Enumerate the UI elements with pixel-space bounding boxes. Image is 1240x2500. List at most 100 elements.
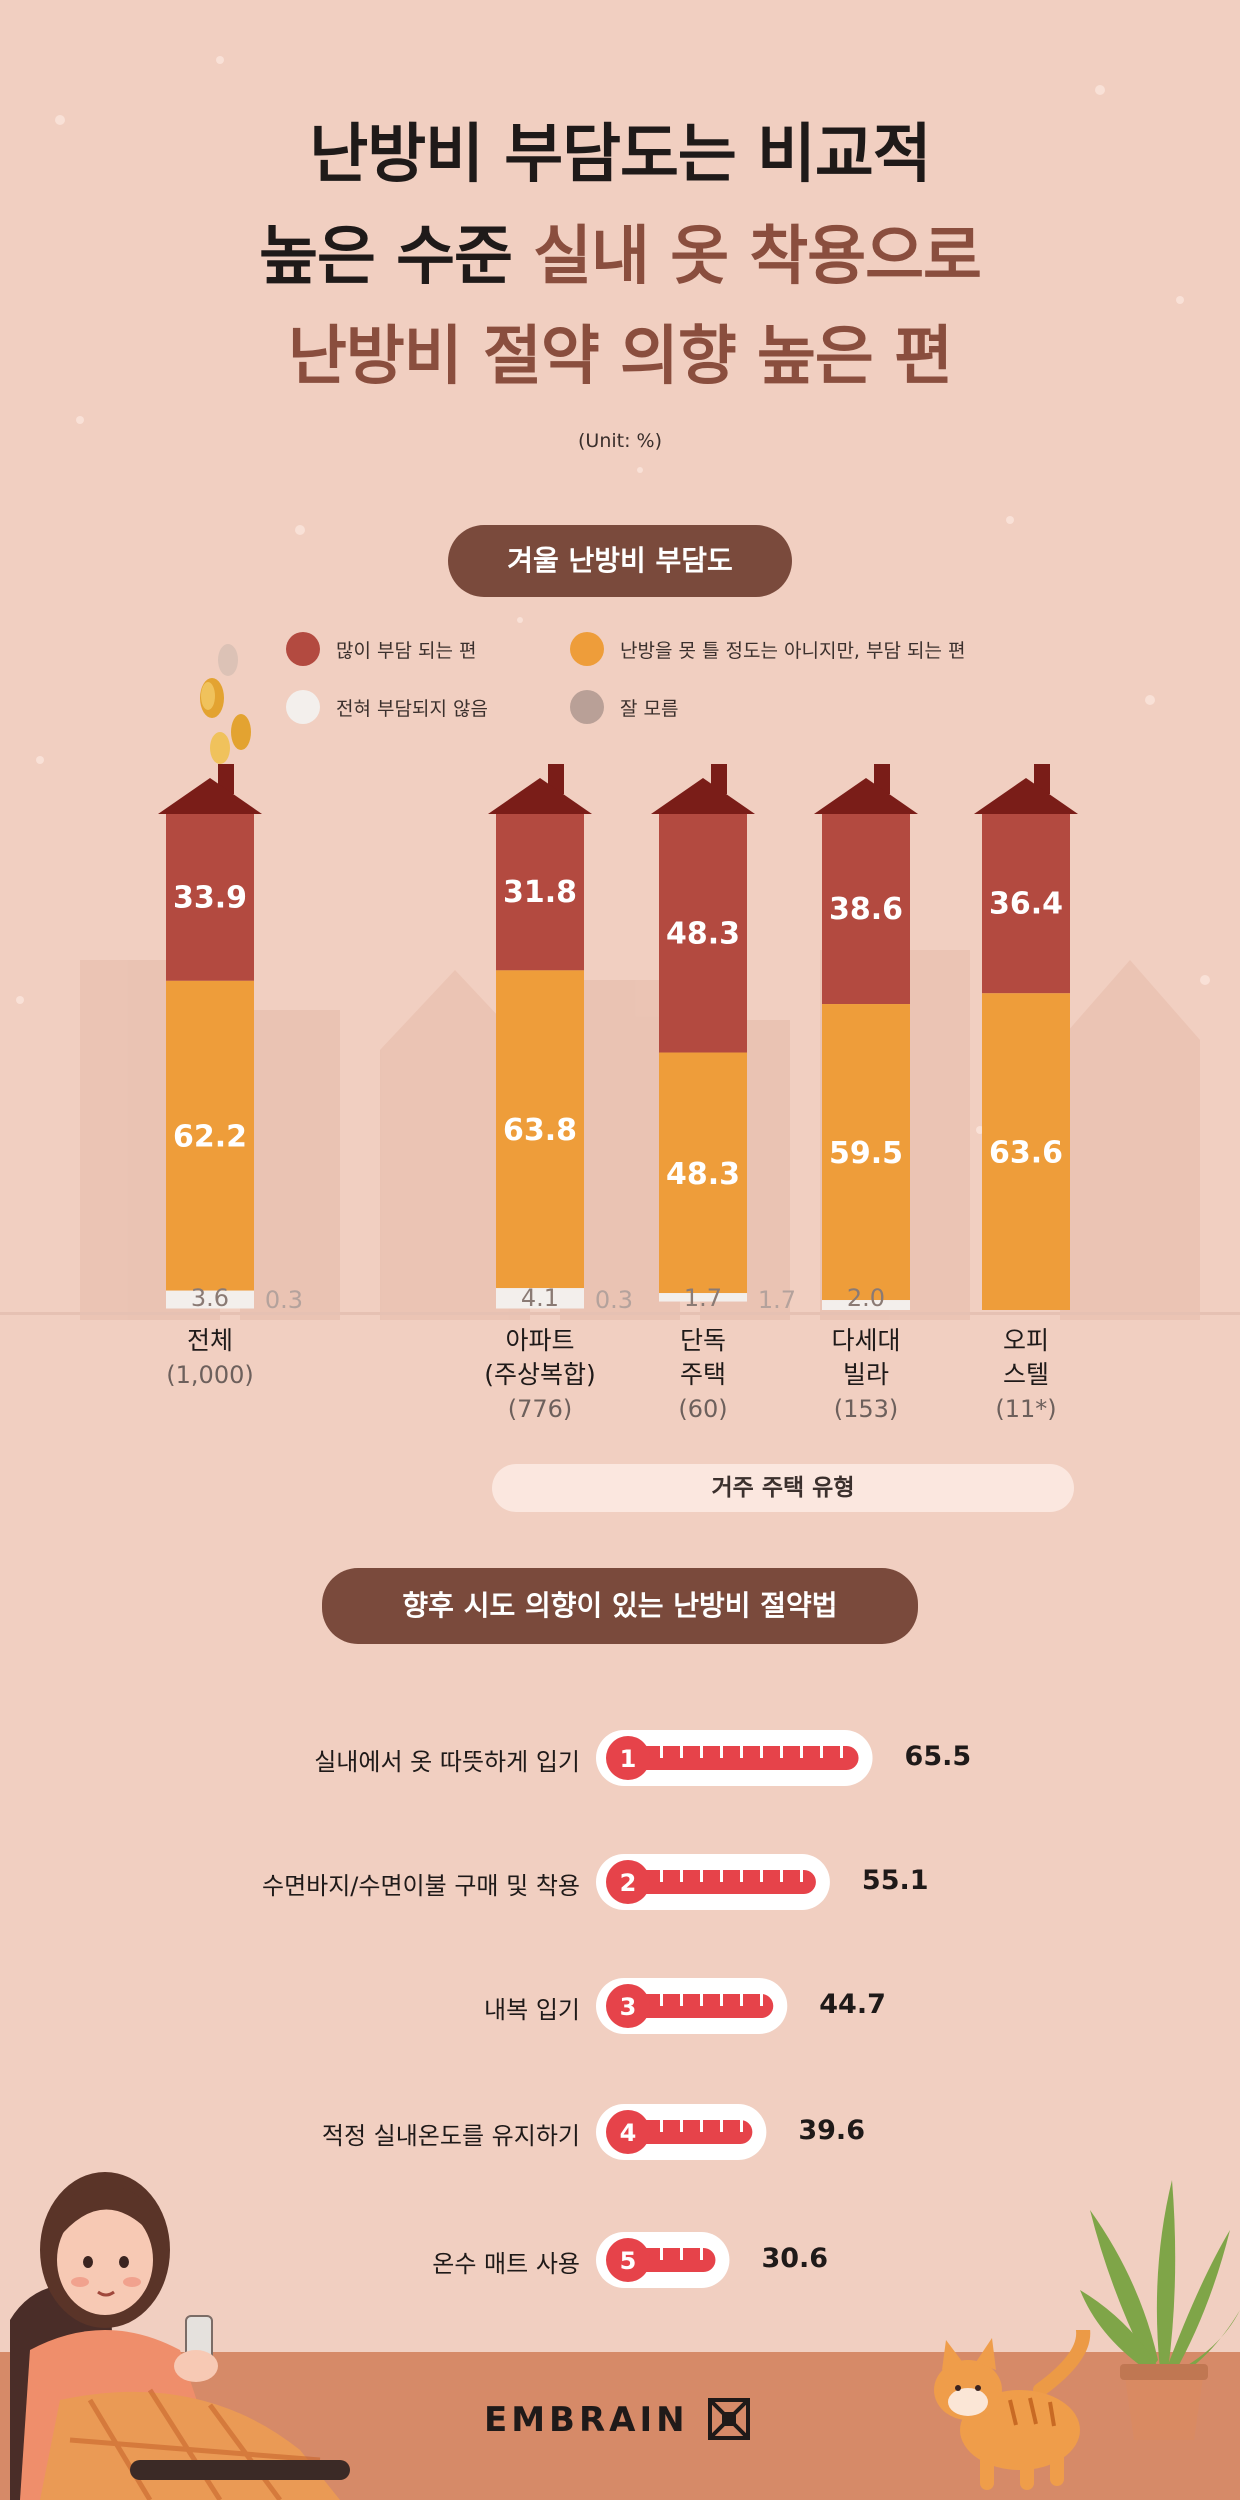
thermometer-tick <box>740 1746 743 1758</box>
thermometer-2: 2 <box>596 1854 830 1910</box>
bar-segment-somewhat-burdened <box>822 1004 910 1301</box>
thermometer-bulb <box>606 1736 650 1780</box>
title-line-1: 난방비 부담도는 비교적 <box>309 118 931 192</box>
category-name-line: 단독 <box>679 1326 726 1355</box>
legend-swatch-dont-know <box>570 690 604 724</box>
thermometer-fill <box>630 2248 716 2272</box>
ranking-label-4: 적정 실내온도를 유지하기 <box>321 2122 580 2150</box>
bar-value-label: 63.6 <box>989 1136 1063 1171</box>
house-roof <box>814 778 918 814</box>
stacked-bar-4 <box>974 764 1078 1310</box>
bar-value-label: 38.6 <box>829 892 903 927</box>
bar-value-label: 62.2 <box>173 1120 247 1155</box>
thermometer-tick <box>680 2120 683 2132</box>
thermometer-bulb <box>606 1860 650 1904</box>
plant-illustration <box>1080 2180 1240 2440</box>
thermometer-bulb <box>606 2110 650 2154</box>
bar-value-label: 48.3 <box>666 916 740 951</box>
legend-not-burdened: 전혀 부담되지 않음 <box>286 690 488 724</box>
bar-segment-not-burdened <box>659 1293 747 1302</box>
legend-label-somewhat-burdened: 난방을 못 틀 정도는 아니지만, 부담 되는 편 <box>620 639 966 662</box>
rank-number: 1 <box>620 1745 637 1773</box>
legend-very-burdened: 많이 부담 되는 편 <box>286 632 476 666</box>
thermometer-tick <box>660 1994 663 2006</box>
thermometer-tick <box>740 1870 743 1882</box>
thermometer-tick <box>740 2120 743 2132</box>
category-name-line: 아파트 <box>505 1326 575 1355</box>
rank-number: 2 <box>620 1869 637 1897</box>
stacked-bar-1 <box>488 764 592 1309</box>
thermometer-tick <box>820 1746 823 1758</box>
logo-mark-icon <box>708 2398 750 2440</box>
thermometer-bulb <box>606 1984 650 2028</box>
embrain-logo: EMBRAIN <box>484 2400 689 2440</box>
bar-segment-somewhat-burdened <box>659 1052 747 1294</box>
thermometer-1: 1 <box>596 1730 873 1786</box>
section1-title: 겨울 난방비 부담도 <box>448 525 792 597</box>
bar-value-label: 36.4 <box>989 887 1063 922</box>
thermometer-tick <box>700 2248 703 2260</box>
ranking-label-2: 수면바지/수면이불 구매 및 착용 <box>261 1872 580 1900</box>
bar-value-label: 48.3 <box>666 1157 740 1192</box>
category-name-line: 주택 <box>679 1360 726 1389</box>
cat-illustration <box>934 2330 1091 2490</box>
legend-somewhat-burdened: 난방을 못 틀 정도는 아니지만, 부담 되는 편 <box>570 632 965 666</box>
thermometer-tick <box>680 2248 683 2260</box>
thermometer-tick <box>760 1746 763 1758</box>
legend-label-dont-know: 잘 모름 <box>620 697 679 720</box>
thermometer-tick <box>760 1994 763 2006</box>
ground-line <box>0 1312 1240 1315</box>
ranking-label-1: 실내에서 옷 따뜻하게 입기 <box>314 1748 580 1776</box>
category-label-2: 단독 주택 (60) <box>613 1324 793 1426</box>
woman-illustration <box>10 2172 350 2500</box>
thermometer-tick <box>700 1994 703 2006</box>
house-roof <box>158 778 262 814</box>
house-roof <box>488 778 592 814</box>
ranking-value-2: 55.1 <box>861 1865 929 1896</box>
bar-value-label: 63.8 <box>503 1113 577 1148</box>
thermometer-tick <box>800 1746 803 1758</box>
category-label-1: 아파트 (주상복합) (776) <box>450 1324 630 1426</box>
thermometer-tick <box>680 1870 683 1882</box>
thermometer-tick <box>720 1870 723 1882</box>
bar-segment-somewhat-burdened <box>166 980 254 1291</box>
legend-label-very-burdened: 많이 부담 되는 편 <box>336 639 477 662</box>
legend-swatch-not-burdened <box>286 690 320 724</box>
category-label-3: 다세대 빌라 (153) <box>776 1324 956 1426</box>
thermometer-tick <box>760 1870 763 1882</box>
bar-value-label: 2.0 <box>847 1284 885 1312</box>
ranking-value-5: 30.6 <box>761 2243 829 2274</box>
category-name-line: 오피 <box>1002 1326 1049 1355</box>
bar-segment-very-burdened <box>659 812 747 1053</box>
title-line-2-a: 높은 수준 <box>259 220 534 294</box>
bar-value-label: 33.9 <box>173 880 247 915</box>
category-name-line: 다세대 <box>831 1326 901 1355</box>
bar-segment-somewhat-burdened <box>496 970 584 1289</box>
title-line-2: 높은 수준 실내 옷 착용으로 <box>0 212 1240 302</box>
thermometer-tick <box>720 1746 723 1758</box>
category-sample-size: (1,000) <box>166 1361 254 1389</box>
unit-note: (Unit: %) <box>578 430 662 452</box>
bar-segment-not-burdened <box>496 1288 584 1309</box>
rank-number: 4 <box>620 2119 637 2147</box>
bar-segment-very-burdened <box>166 812 254 981</box>
title-line-2-b: 실내 옷 착용으로 <box>533 220 982 294</box>
title-line-3: 난방비 절약 의향 높은 편 <box>288 320 953 394</box>
legend-dont-know: 잘 모름 <box>570 690 678 724</box>
thermometer-tick <box>720 2120 723 2132</box>
thermometer-tick <box>660 2120 663 2132</box>
category-label-0: 전체 (1,000) <box>120 1324 300 1392</box>
house-roof <box>651 778 755 814</box>
section2-title: 향후 시도 의향이 있는 난방비 절약법 <box>322 1568 918 1644</box>
bar-value-label-dont-know: 1.7 <box>758 1286 796 1314</box>
bar-value-label: 1.7 <box>684 1284 722 1312</box>
bar-value-label-dont-know: 0.3 <box>265 1286 303 1314</box>
category-name-line: 전체 <box>186 1326 233 1355</box>
ranking-label-3: 내복 입기 <box>484 1996 580 2024</box>
thermometer-tick <box>660 1746 663 1758</box>
category-sample-size: (153) <box>833 1395 899 1423</box>
rank-number: 5 <box>620 2247 637 2275</box>
category-label-4: 오피 스텔 (11*) <box>936 1324 1116 1426</box>
thermometer-tick <box>780 1870 783 1882</box>
rank-number: 3 <box>620 1993 637 2021</box>
